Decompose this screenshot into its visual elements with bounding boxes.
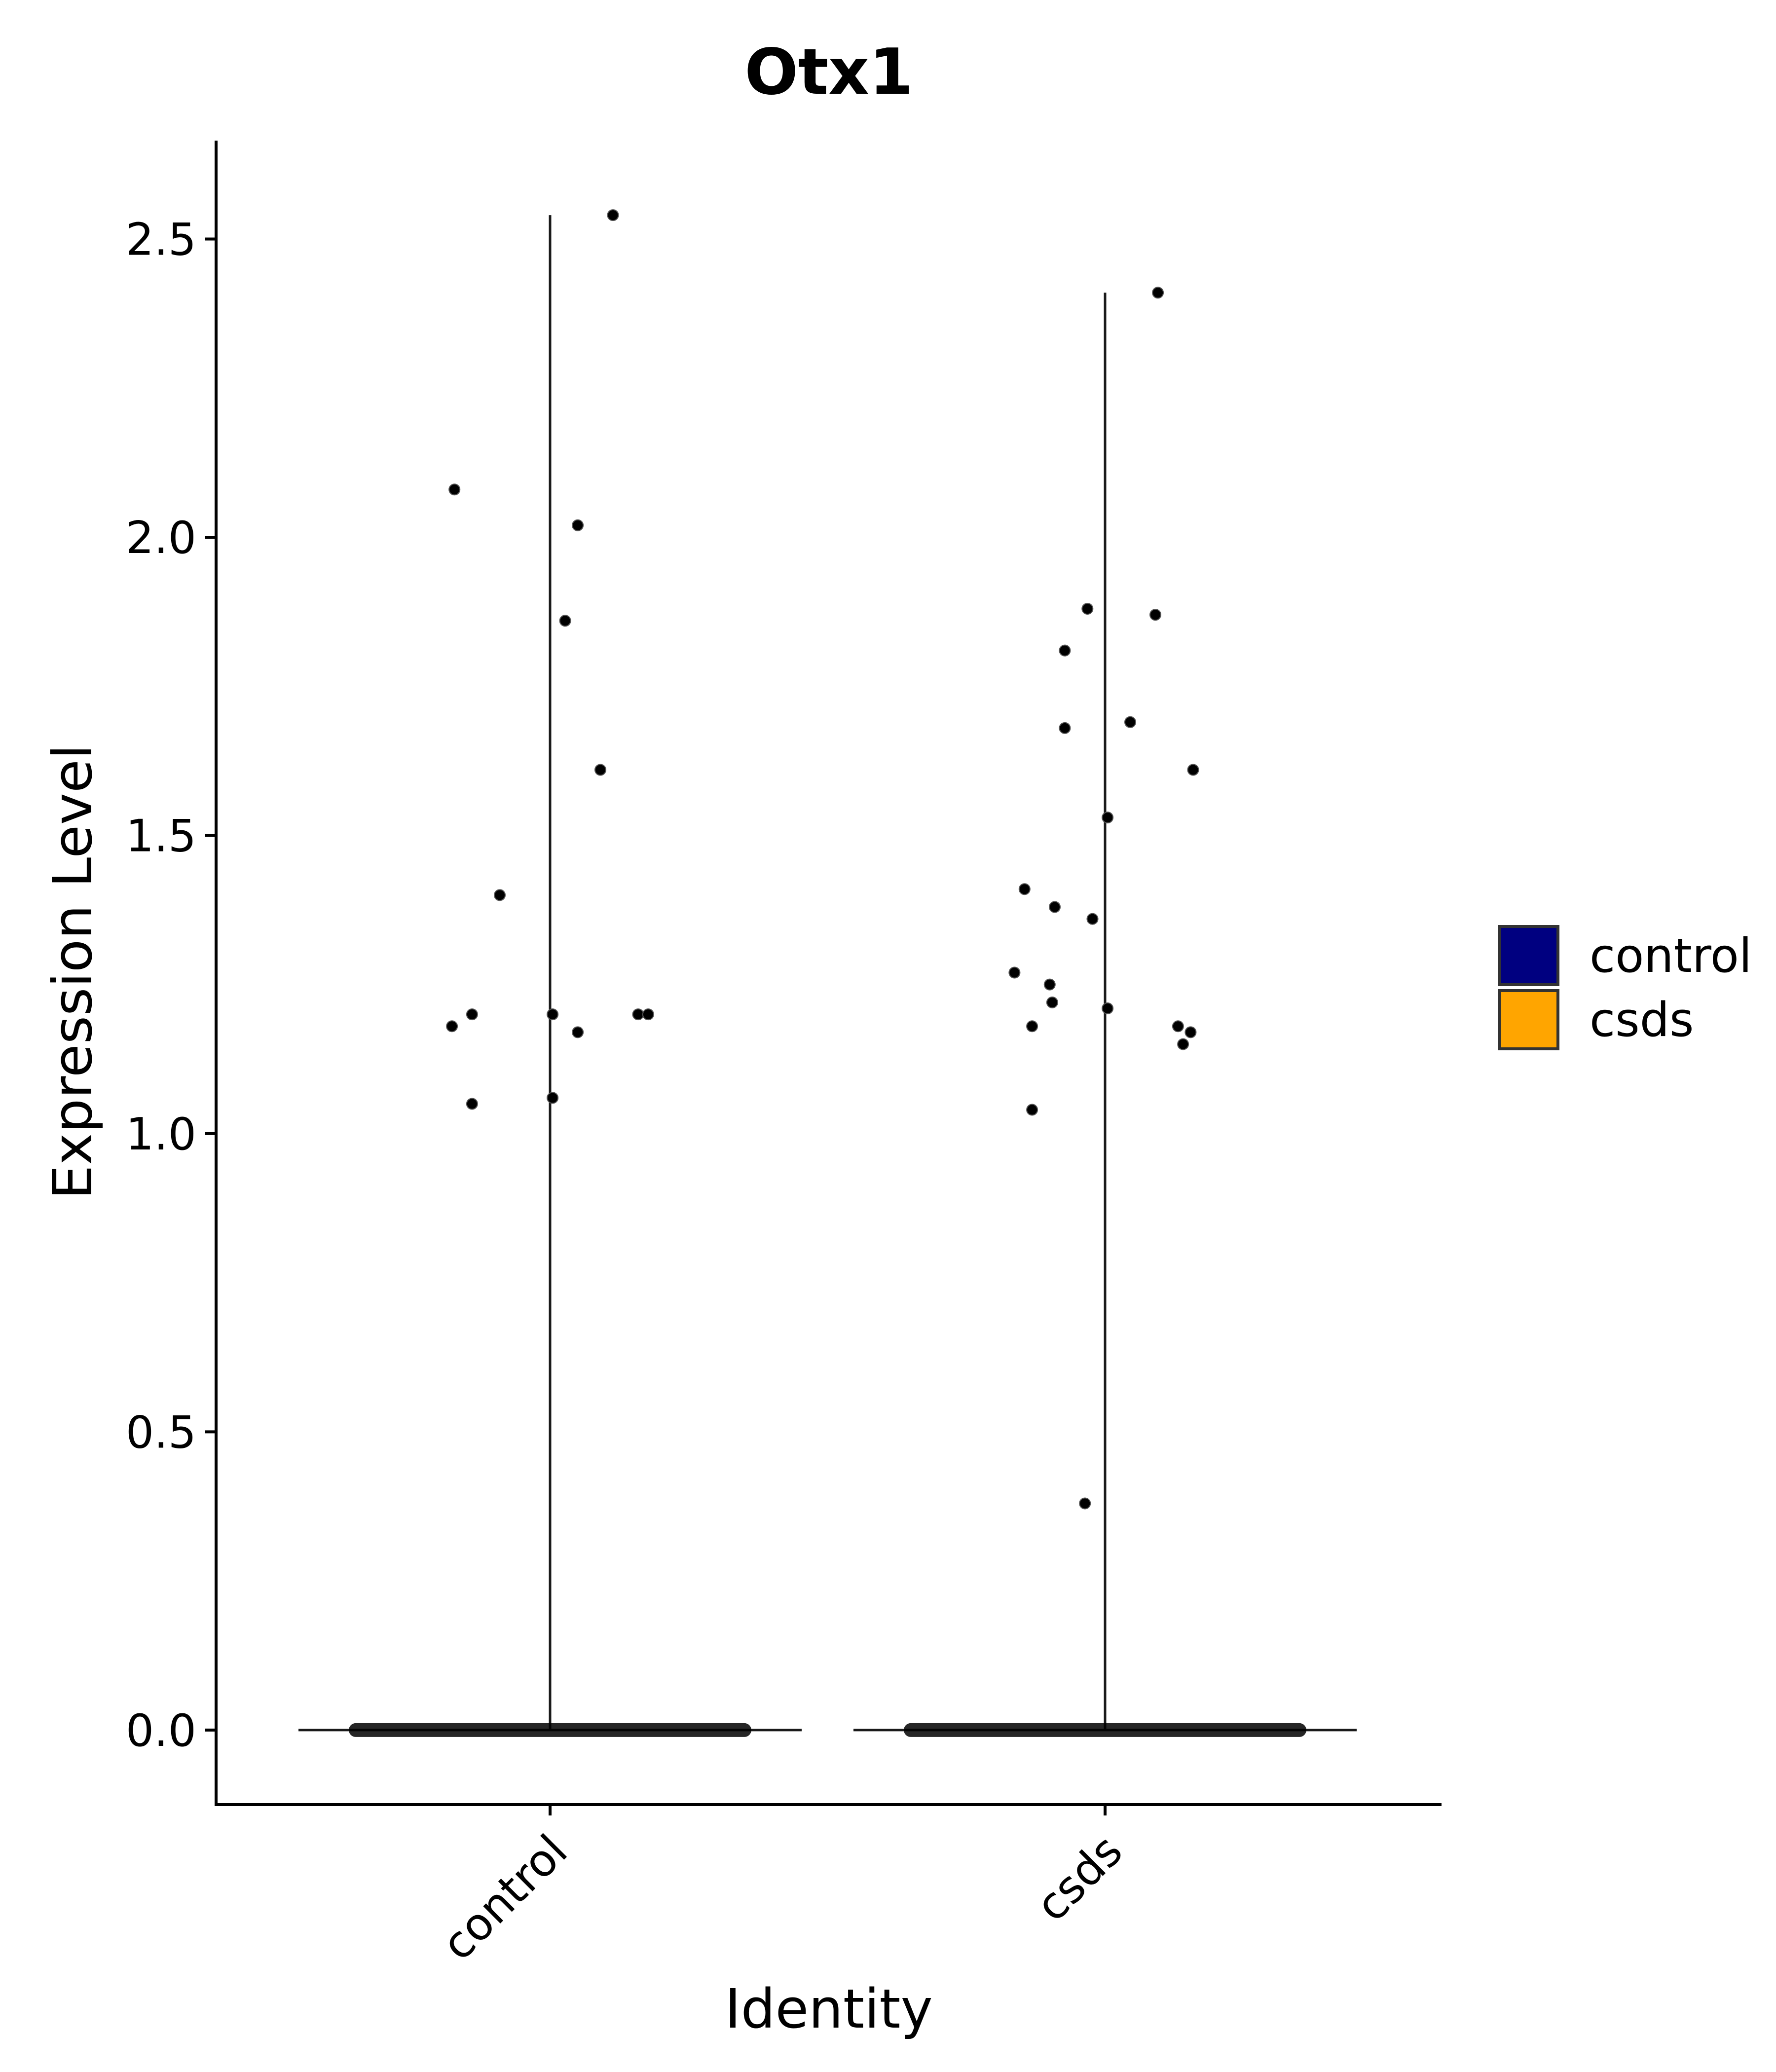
x-tick-label-csds: csds: [1026, 1825, 1133, 1931]
data-point: [607, 209, 619, 222]
y-ticks: 0.0 0.5 1.0 1.5 2.0 2.5: [126, 214, 216, 1757]
data-point: [1026, 1104, 1038, 1116]
legend: control csds: [1498, 925, 1752, 1050]
data-point: [466, 1098, 478, 1110]
data-point: [1177, 1038, 1189, 1050]
data-point: [1049, 901, 1061, 913]
data-point: [547, 1008, 559, 1021]
data-point: [1124, 716, 1136, 728]
legend-swatch-csds: [1498, 989, 1559, 1050]
data-point: [1008, 966, 1021, 979]
data-point: [1046, 996, 1058, 1008]
axes: [215, 141, 1442, 1806]
legend-label-csds: csds: [1590, 993, 1694, 1047]
data-point: [448, 483, 461, 496]
data-point: [1059, 644, 1071, 657]
data-point: [547, 1092, 559, 1104]
x-ticks: control csds: [432, 1805, 1133, 1970]
zero-points-band: [904, 1723, 1306, 1737]
data-point: [572, 1026, 584, 1038]
data-point: [1059, 722, 1071, 734]
data-point: [1187, 764, 1199, 776]
y-tick-label: 2.0: [126, 512, 196, 564]
x-tick-label-control: control: [432, 1825, 578, 1970]
legend-swatch-control: [1498, 925, 1559, 986]
legend-label-control: control: [1590, 929, 1752, 983]
plot-area: [298, 209, 1357, 1737]
data-point: [1026, 1020, 1038, 1033]
data-point: [1086, 913, 1099, 925]
data-point: [466, 1008, 478, 1021]
y-tick-label: 1.0: [126, 1109, 196, 1160]
data-point: [572, 519, 584, 531]
data-point: [1152, 287, 1164, 299]
data-point: [1149, 609, 1161, 621]
y-tick-label: 1.5: [126, 810, 196, 862]
data-point: [1102, 812, 1114, 824]
y-tick-label: 0.5: [126, 1406, 196, 1458]
data-point: [1081, 603, 1094, 615]
y-tick-label: 2.5: [126, 214, 196, 265]
data-point: [559, 615, 571, 627]
zero-points-band: [349, 1723, 751, 1737]
data-point: [494, 889, 506, 901]
data-point: [594, 764, 606, 776]
data-point: [632, 1008, 644, 1021]
data-point: [1018, 883, 1031, 895]
chart-title: Otx1: [744, 36, 913, 109]
data-point: [1184, 1026, 1197, 1038]
data-point: [1043, 978, 1056, 991]
data-point: [1172, 1020, 1184, 1033]
data-point: [1079, 1497, 1091, 1510]
violin-control: [298, 209, 802, 1737]
data-point: [446, 1020, 458, 1033]
data-point: [642, 1008, 654, 1021]
y-axis-title: Expression Level: [41, 744, 104, 1199]
x-axis-title: Identity: [725, 1977, 933, 2040]
violin-csds: [853, 287, 1357, 1737]
data-point: [1102, 1002, 1114, 1015]
y-tick-label: 0.0: [126, 1705, 196, 1757]
